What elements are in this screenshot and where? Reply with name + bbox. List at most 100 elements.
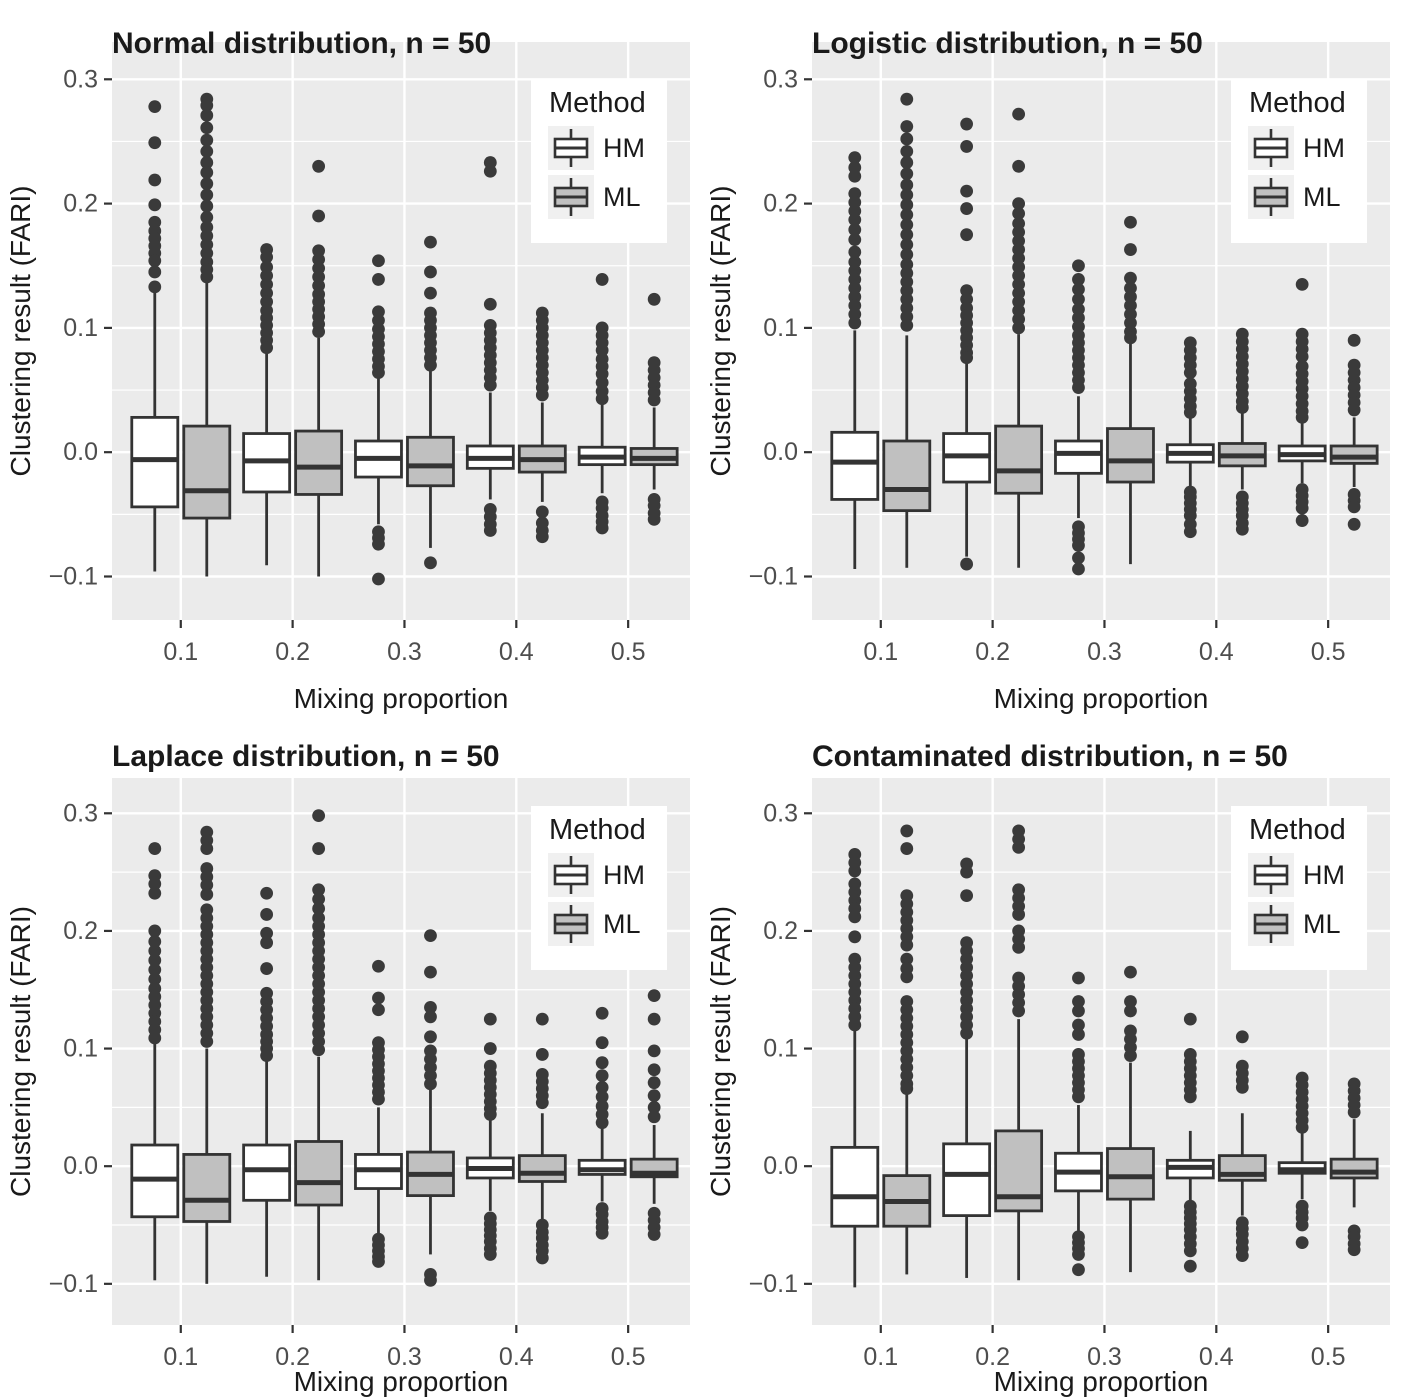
legend-title: Method	[1249, 814, 1346, 846]
outlier-dot	[1295, 501, 1309, 515]
outlier-dot	[424, 235, 437, 249]
legend-label-ml: ML	[603, 908, 641, 939]
y-tick-label: −0.1	[49, 562, 98, 590]
iqr-box	[942, 1142, 992, 1218]
outlier-dot	[647, 292, 661, 306]
outlier-dot	[1072, 381, 1085, 394]
legend-title: Method	[549, 87, 646, 119]
outlier-dot	[483, 297, 497, 311]
outlier-dot	[1183, 1090, 1197, 1104]
iqr-box	[182, 1153, 232, 1223]
outlier-dot	[483, 524, 497, 537]
x-tick-label: 0.3	[387, 638, 422, 666]
outlier-dot	[483, 164, 497, 178]
outlier-dot	[647, 1228, 661, 1241]
outlier-dot	[647, 1063, 661, 1077]
outlier-dot	[260, 908, 274, 921]
boxplot-key-icon	[548, 175, 594, 219]
legend-label-hm: HM	[1303, 859, 1345, 890]
outlier-dot	[960, 351, 974, 365]
boxplot-hm-0.1	[130, 100, 180, 572]
x-axis-label: Mixing proportion	[993, 683, 1209, 714]
y-axis-label: Clustering result (FARI)	[5, 906, 36, 1197]
outlier-dot	[1295, 1236, 1309, 1250]
boxplot-key-icon	[548, 902, 594, 946]
outlier-dot	[595, 1056, 609, 1070]
outlier-dot	[595, 1090, 609, 1104]
outlier-dot	[900, 167, 914, 181]
panel-normal: 0.3 0.2 0.1 0.0 −0.1 0.1 0.2 0.3 0.4 0.5 Normal d…	[0, 0, 701, 714]
outlier-dot	[900, 824, 914, 838]
legend-entry-ml: ML	[1248, 902, 1367, 946]
outlier-dot	[1235, 1030, 1249, 1044]
x-tick-label: 0.1	[863, 1343, 898, 1371]
outlier-dot	[1183, 406, 1197, 419]
outlier-dot	[200, 842, 214, 855]
outlier-dot	[424, 929, 437, 943]
iqr-box	[1106, 1147, 1155, 1201]
outlier-dot	[535, 1012, 549, 1026]
outlier-dot	[148, 886, 162, 900]
x-tick-label: 0.2	[975, 1343, 1010, 1371]
outlier-dot	[960, 865, 974, 879]
boxplot-hm-0.1	[830, 151, 880, 570]
boxplot-hm-0.4	[465, 156, 515, 537]
outlier-dot	[1012, 159, 1026, 173]
outlier-dot	[148, 198, 162, 212]
legend-entry-hm: HM	[1248, 126, 1367, 170]
outlier-dot	[1183, 525, 1197, 539]
outlier-dot	[647, 1100, 661, 1114]
outlier-dot	[1072, 995, 1085, 1008]
outlier-dot	[483, 378, 497, 392]
outlier-dot	[200, 210, 214, 224]
outlier-dot	[148, 935, 162, 948]
outlier-dot	[260, 250, 274, 264]
outlier-dot	[200, 166, 214, 179]
outlier-dot	[148, 254, 162, 268]
legend-title: Method	[549, 814, 646, 846]
outlier-dot	[1072, 1248, 1085, 1261]
outlier-dot	[1072, 282, 1085, 296]
x-tick-label: 0.4	[1199, 638, 1234, 666]
outlier-dot	[148, 877, 162, 891]
legend-label-ml: ML	[603, 181, 641, 212]
outlier-dot	[260, 962, 274, 975]
x-tick-label: 0.2	[275, 1343, 310, 1371]
outlier-dot	[424, 358, 437, 372]
outlier-dot	[372, 537, 385, 551]
x-tick-label: 0.3	[1087, 638, 1122, 666]
outlier-dot	[900, 248, 914, 261]
x-tick-label: 0.5	[1311, 638, 1346, 666]
outlier-dot	[1072, 1263, 1085, 1277]
outlier-dot	[424, 1077, 437, 1091]
plot-area-contaminated: 0.3 0.2 0.1 0.0 −0.1 0.1 0.2 0.3 0.4 0.5	[749, 778, 1390, 1371]
outlier-dot	[1012, 908, 1026, 921]
outlier-dot	[148, 944, 162, 958]
outlier-dot	[595, 1080, 609, 1094]
iqr-box	[830, 1145, 880, 1228]
boxplot-ml-0.1	[182, 92, 232, 577]
outlier-dot	[1072, 539, 1085, 552]
boxplot-ml-0.1	[182, 825, 232, 1284]
x-tick-label: 0.1	[863, 638, 898, 666]
outlier-dot	[1295, 514, 1309, 527]
outlier-dot	[900, 228, 914, 242]
outlier-dot	[1072, 1004, 1085, 1018]
outlier-dot	[312, 892, 326, 906]
outlier-dot	[647, 1089, 661, 1103]
x-tick-label: 0.3	[1087, 1343, 1122, 1371]
y-tick-label: −0.1	[49, 1270, 98, 1298]
y-tick-label: 0.1	[763, 1035, 798, 1063]
outlier-dot	[1072, 1090, 1085, 1104]
outlier-dot	[200, 177, 214, 191]
outlier-dot	[1347, 517, 1361, 531]
outlier-dot	[1072, 1028, 1085, 1041]
outlier-dot	[535, 1096, 549, 1110]
outlier-dot	[960, 1026, 974, 1040]
outlier-dot	[848, 245, 862, 259]
outlier-dot	[148, 1031, 162, 1045]
boxplot-hm-0.1	[130, 842, 180, 1281]
y-axis-label: Clustering result (FARI)	[705, 906, 736, 1197]
outlier-dot	[424, 1000, 437, 1014]
